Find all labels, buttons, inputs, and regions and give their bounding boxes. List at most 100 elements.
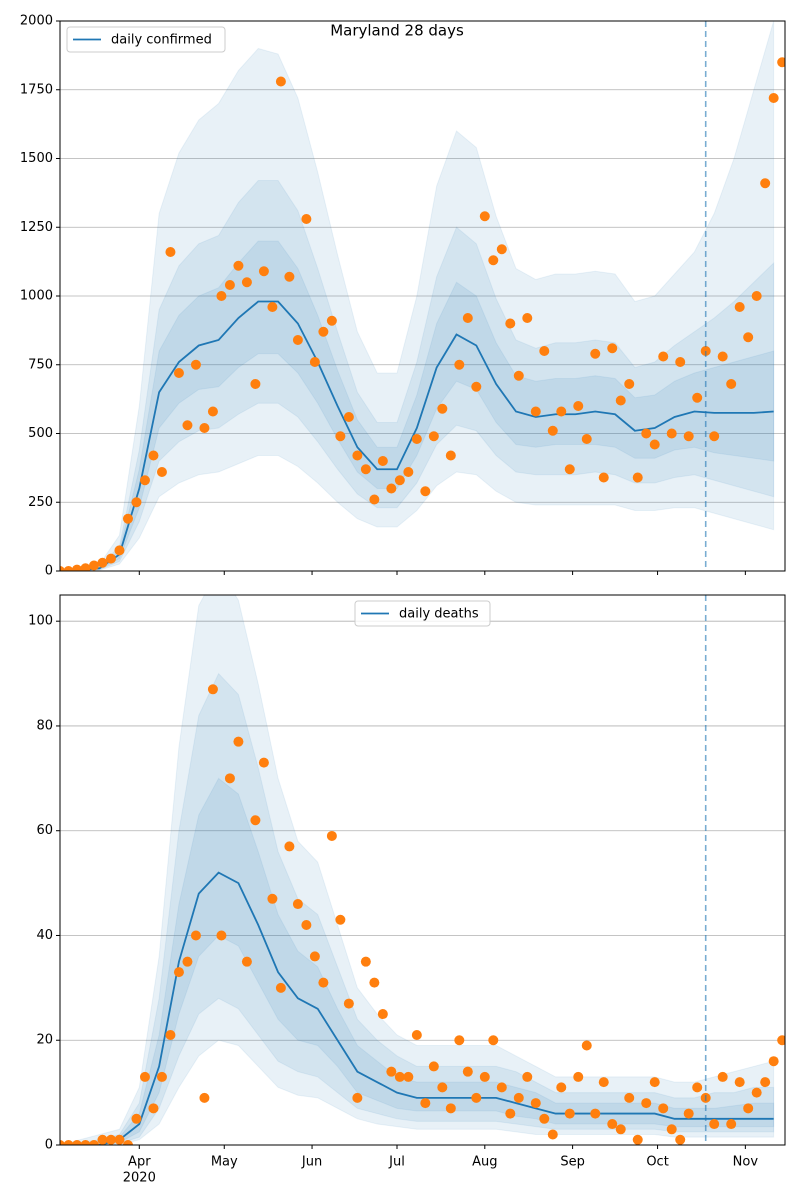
scatter-point	[105, 553, 116, 564]
scatter-point	[522, 1071, 533, 1082]
scatter-point	[165, 1030, 176, 1040]
scatter-point	[777, 57, 785, 68]
scatter-point	[751, 1087, 762, 1098]
scatter-point	[335, 431, 346, 442]
x-tick-label: Apr	[128, 1155, 151, 1170]
scatter-point	[292, 335, 303, 345]
scatter-point	[80, 563, 91, 571]
scatter-point	[360, 956, 371, 967]
scatter-point	[148, 1103, 159, 1114]
scatter-point	[734, 1077, 745, 1088]
scatter-point	[88, 560, 99, 571]
scatter-point	[530, 1098, 541, 1109]
scatter-point	[139, 475, 150, 486]
x-tick-label: Oct	[646, 1155, 668, 1170]
scatter-point	[173, 967, 184, 978]
scatter-point	[420, 1098, 431, 1109]
plot-area	[60, 595, 785, 1145]
scatter-point	[581, 434, 592, 444]
y-tick-label: 100	[28, 614, 53, 629]
scatter-point	[743, 1103, 754, 1114]
scatter-point	[768, 1056, 779, 1067]
x-tick-label: Sep	[560, 1155, 585, 1170]
scatter-point	[692, 1082, 703, 1093]
scatter-point	[63, 1140, 74, 1145]
band	[60, 180, 775, 571]
scatter-point	[343, 412, 354, 422]
scatter-point	[377, 1009, 388, 1020]
scatter-point	[666, 1124, 677, 1135]
scatter-point	[658, 1103, 669, 1114]
chart-title: Maryland 28 days	[330, 22, 464, 40]
scatter-point	[683, 431, 694, 442]
scatter-point	[318, 326, 329, 337]
scatter-point	[71, 564, 82, 571]
scatter-point	[598, 472, 609, 483]
scatter-point	[513, 1092, 524, 1103]
scatter-point	[131, 1113, 142, 1124]
scatter-point	[556, 1082, 567, 1093]
plot-area	[60, 21, 785, 571]
scatter-point	[411, 1030, 422, 1040]
y-tick-label: 1500	[20, 151, 53, 166]
legend-box	[66, 26, 226, 53]
scatter-point	[590, 348, 601, 359]
legend: daily deaths	[354, 600, 491, 627]
scatter-point	[445, 1103, 456, 1114]
scatter-point	[199, 423, 210, 433]
scatter-point	[233, 736, 244, 747]
scatter-point	[462, 313, 473, 323]
x-tick-label: Aug	[472, 1155, 497, 1170]
scatter-point	[148, 450, 159, 461]
scatter-point	[437, 1082, 448, 1093]
scatter-point	[114, 545, 125, 556]
scatter-point	[547, 1129, 558, 1140]
x-tick-label: Jul	[388, 1155, 405, 1170]
legend: daily confirmed	[66, 26, 226, 53]
scatter-point	[241, 277, 252, 288]
scatter-point	[335, 914, 346, 925]
band	[60, 777, 775, 1145]
scatter-point	[675, 1134, 686, 1145]
scatter-point	[556, 406, 567, 417]
scatter-point	[377, 456, 388, 466]
scatter-point	[454, 359, 465, 370]
scatter-point	[573, 401, 584, 411]
scatter-point	[369, 977, 380, 988]
x-tick-label: Nov	[733, 1155, 759, 1170]
scatter-point	[122, 1140, 133, 1145]
scatter-point	[403, 1071, 414, 1082]
y-tick-label: 2000	[20, 14, 53, 29]
scatter-point	[666, 428, 677, 439]
scatter-point	[122, 513, 133, 524]
scatter-point	[768, 93, 779, 103]
scatter-point	[301, 920, 312, 930]
scatter-point	[717, 351, 728, 362]
y-tick-label: 80	[36, 718, 53, 733]
scatter-point	[258, 757, 269, 768]
scatter-point	[649, 439, 660, 450]
scatter-point	[190, 359, 201, 370]
scatter-point	[581, 1040, 592, 1051]
scatter-point	[369, 494, 380, 505]
y-tick-label: 1750	[20, 82, 53, 97]
scatter-point	[743, 332, 754, 343]
x-tick-label: Jun	[301, 1155, 322, 1170]
scatter-point	[394, 475, 405, 486]
scatter-point	[624, 1092, 635, 1103]
scatter-point	[233, 260, 244, 271]
scatter-point	[428, 431, 439, 442]
scatter-point	[97, 1134, 108, 1145]
scatter-point	[182, 420, 193, 431]
y-tick-label: 20	[36, 1033, 53, 1048]
scatter-point	[437, 403, 448, 414]
scatter-point	[250, 815, 261, 826]
scatter-point	[615, 395, 626, 406]
scatter-point	[292, 899, 303, 910]
scatter-point	[471, 381, 482, 392]
scatter-point	[522, 313, 533, 323]
scatter-point	[607, 343, 618, 354]
scatter-point	[777, 1035, 785, 1046]
scatter-point	[250, 379, 261, 389]
scatter-point	[114, 1134, 125, 1145]
